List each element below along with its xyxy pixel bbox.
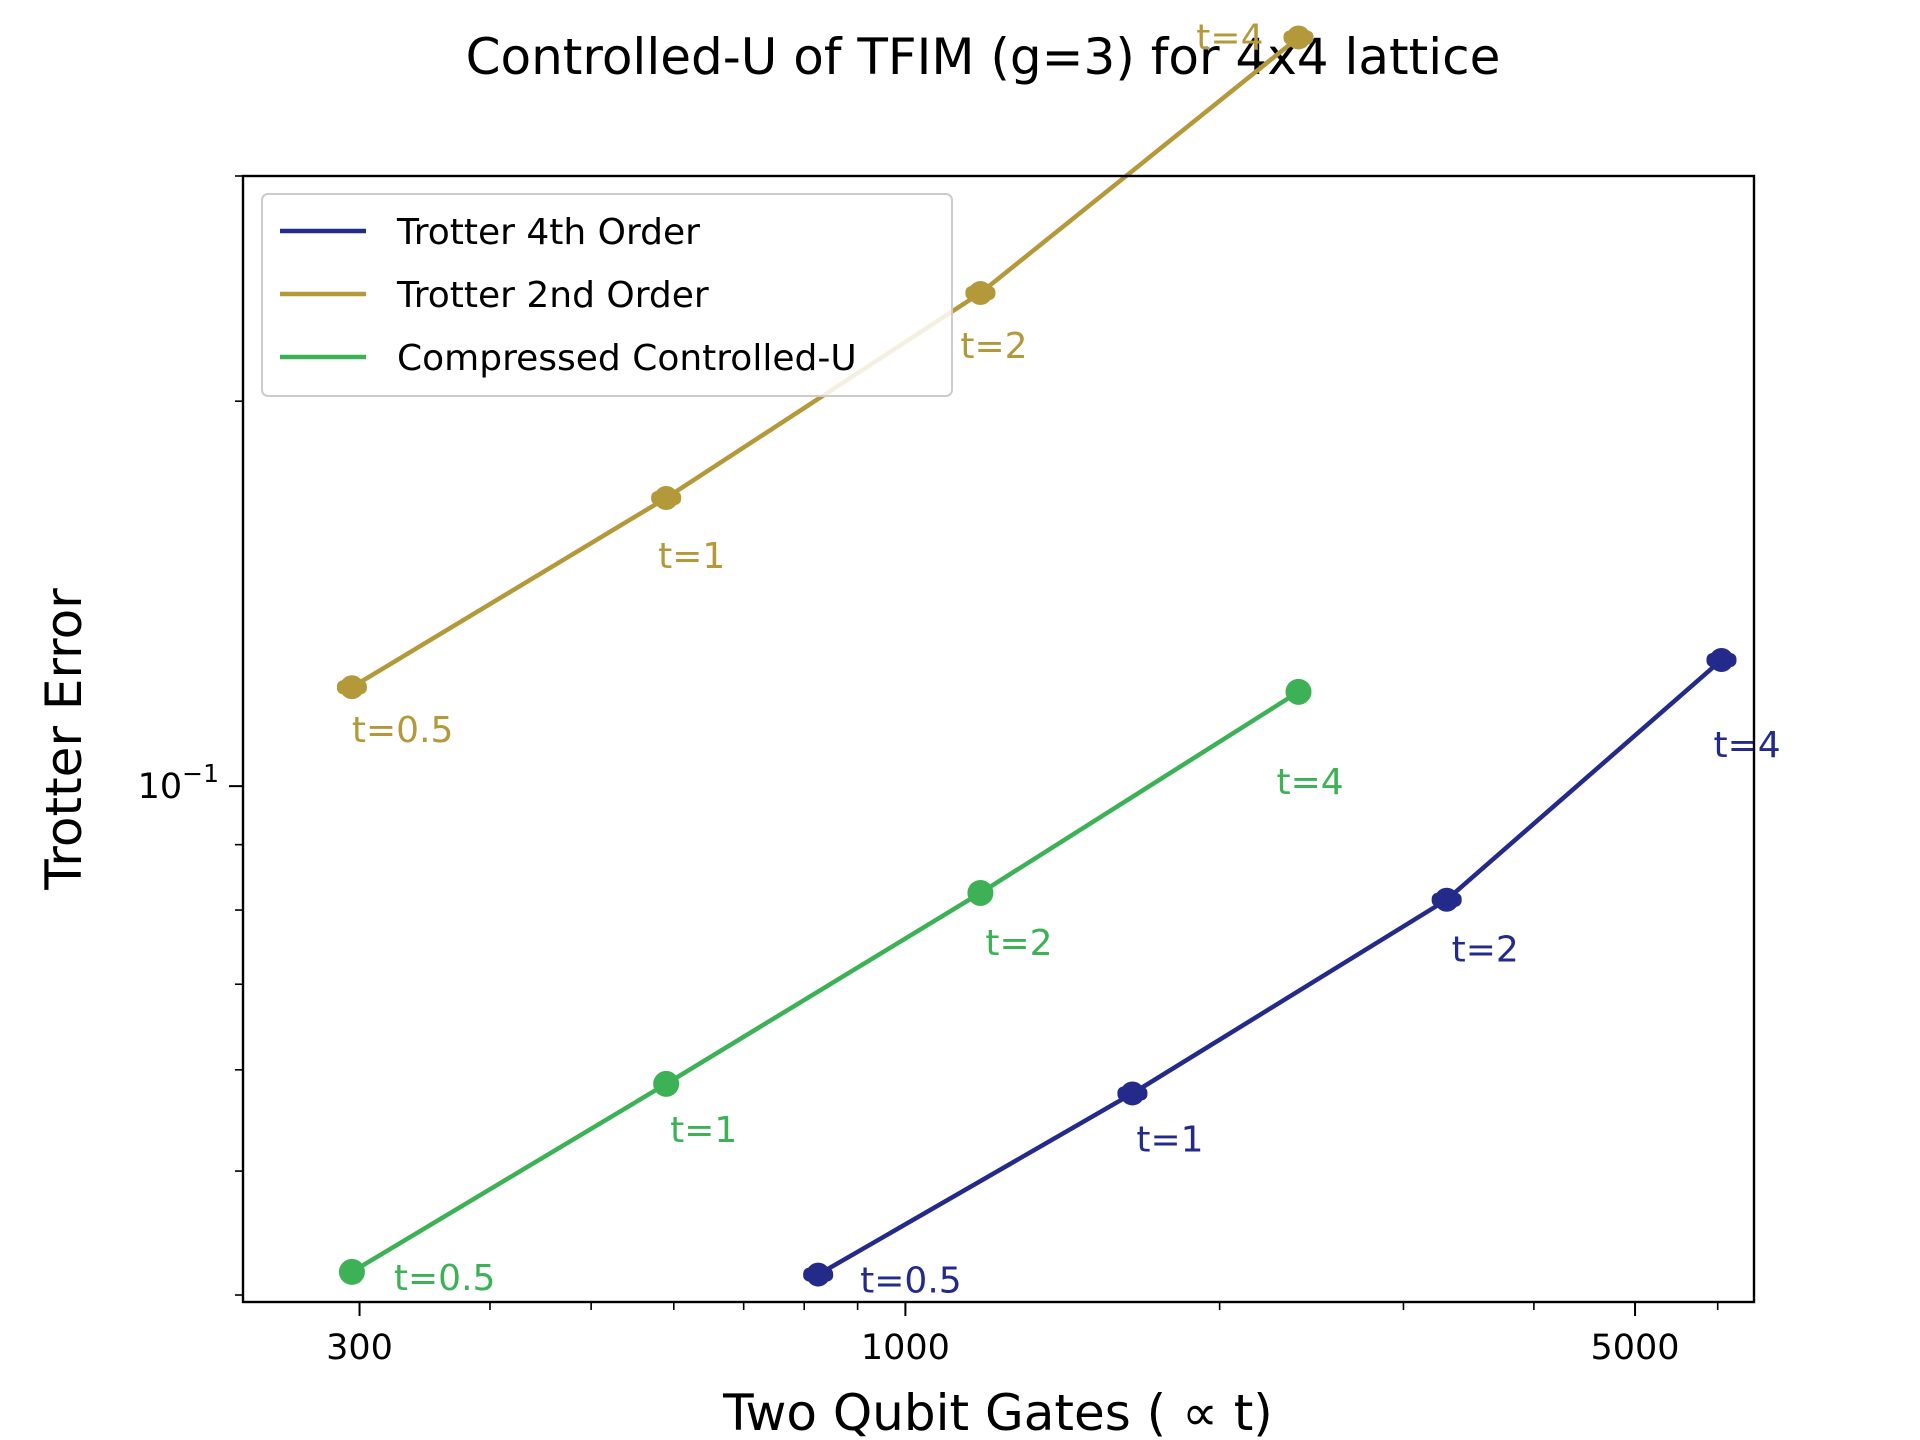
data-point-marker xyxy=(803,1267,834,1282)
x-tick-label: 1000 xyxy=(861,1328,950,1368)
data-point-marker xyxy=(336,680,367,695)
x-tick-label: 300 xyxy=(326,1328,393,1368)
data-point-marker xyxy=(965,286,996,301)
legend-item: Compressed Controlled-U xyxy=(280,338,857,379)
y-axis-label: Trotter Error xyxy=(35,588,93,891)
data-point-marker xyxy=(651,491,682,506)
series-layer: t=0.5t=1t=2t=4t=0.5t=1t=2t=4t=0.5t=1t=2t… xyxy=(336,17,1781,1302)
data-label: t=2 xyxy=(985,923,1052,964)
data-label: t=0.5 xyxy=(352,710,454,751)
series-line xyxy=(815,657,1724,1277)
x-axis-label: Two Qubit Gates ( ∝ t) xyxy=(722,1384,1273,1440)
data-label: t=0.5 xyxy=(860,1261,962,1302)
data-point xyxy=(1285,678,1312,705)
data-label: t=1 xyxy=(670,1110,737,1151)
data-point xyxy=(338,1258,365,1285)
legend-label: Trotter 2nd Order xyxy=(396,275,709,316)
legend-item: Trotter 4th Order xyxy=(280,212,700,253)
series-line xyxy=(349,689,1301,1275)
y-tick-label-exponent: −1 xyxy=(182,759,219,788)
data-label: t=2 xyxy=(1452,930,1519,971)
y-tick-label: 10−1 xyxy=(138,759,219,807)
data-label: t=1 xyxy=(658,536,725,577)
data-point xyxy=(967,879,994,906)
data-point-marker xyxy=(1431,892,1462,907)
data-point-marker xyxy=(1117,1086,1148,1101)
series-2: t=0.5 t=1 t=2 t=4 xyxy=(338,678,1344,1299)
legend-label: Trotter 4th Order xyxy=(396,212,700,253)
data-label: t=0.5 xyxy=(394,1258,496,1299)
y-axis-ticks: 10−1 xyxy=(138,175,243,1296)
y-tick-label-base: 10 xyxy=(138,767,183,807)
legend-frame xyxy=(261,193,953,397)
data-point-marker xyxy=(1706,652,1737,667)
x-tick-label: 5000 xyxy=(1591,1328,1680,1368)
data-point-marker xyxy=(1283,30,1314,45)
chart-title: Controlled-U of TFIM (g=3) for 4x4 latti… xyxy=(466,28,1501,86)
data-label: t=2 xyxy=(960,326,1027,367)
x-axis-ticks: 300 1000 5000 xyxy=(326,1302,1719,1368)
data-label: t=4 xyxy=(1713,725,1780,766)
plot-frame xyxy=(241,174,1756,1304)
series-0: t=0.5 t=1 t=2 t=4 xyxy=(803,647,1781,1302)
legend-item: Trotter 2nd Order xyxy=(280,275,709,316)
legend: Trotter 4th Order Trotter 2nd Order Compre… xyxy=(261,193,953,397)
data-point xyxy=(653,1070,680,1097)
data-label: t=4 xyxy=(1196,17,1263,58)
data-label: t=4 xyxy=(1276,762,1343,803)
data-label: t=1 xyxy=(1136,1119,1203,1160)
legend-label: Compressed Controlled-U xyxy=(397,338,857,379)
